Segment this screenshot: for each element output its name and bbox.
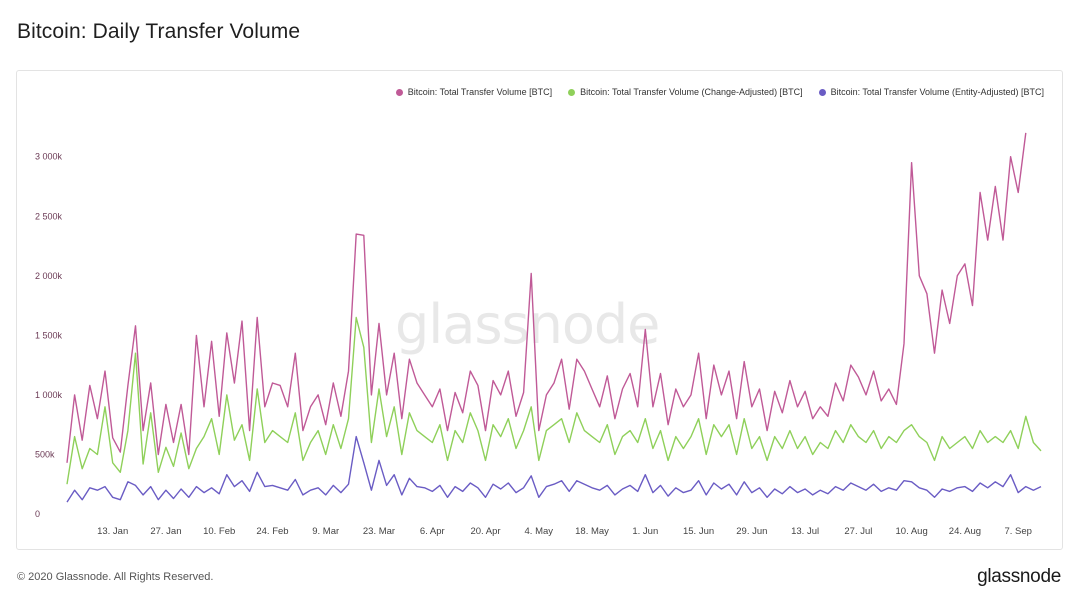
legend-dot-total <box>395 88 403 96</box>
y-tick-label: 0 <box>35 509 40 519</box>
x-tick-label: 18. May <box>575 526 609 537</box>
x-tick-label: 24. Aug <box>949 526 981 537</box>
x-tick-label: 20. Apr <box>470 526 500 537</box>
legend-item-total[interactable]: Bitcoin: Total Transfer Volume [BTC] <box>395 87 553 97</box>
legend-dot-change-adjusted <box>568 88 576 96</box>
copyright-text: © 2020 Glassnode. All Rights Reserved. <box>17 571 214 583</box>
series-layer <box>66 132 1042 503</box>
x-tick-label: 10. Feb <box>203 526 235 537</box>
legend-label-entity-adjusted: Bitcoin: Total Transfer Volume (Entity-A… <box>830 87 1044 97</box>
chart-card: Bitcoin: Total Transfer Volume [BTC] Bit… <box>16 70 1063 550</box>
y-tick-label: 2 000k <box>35 271 63 281</box>
chart-legend: Bitcoin: Total Transfer Volume [BTC] Bit… <box>395 87 1044 97</box>
y-tick-label: 3 000k <box>35 152 63 162</box>
x-tick-label: 24. Feb <box>256 526 288 537</box>
x-tick-label: 23. Mar <box>363 526 395 537</box>
x-tick-label: 13. Jan <box>97 526 128 537</box>
y-tick-label: 500k <box>35 449 55 459</box>
legend-item-entity-adjusted[interactable]: Bitcoin: Total Transfer Volume (Entity-A… <box>818 87 1044 97</box>
legend-dot-entity-adjusted <box>818 88 826 96</box>
x-tick-label: 4. May <box>525 526 554 537</box>
y-tick-label: 1 000k <box>35 390 63 400</box>
glassnode-logo[interactable]: glassnode <box>977 566 1061 587</box>
y-tick-label: 1 500k <box>35 330 63 340</box>
legend-item-change-adjusted[interactable]: Bitcoin: Total Transfer Volume (Change-A… <box>568 87 803 97</box>
x-tick-label: 27. Jul <box>844 526 872 537</box>
page-title: Bitcoin: Daily Transfer Volume <box>17 20 301 43</box>
x-tick-label: 7. Sep <box>1004 526 1031 537</box>
x-tick-label: 13. Jul <box>791 526 819 537</box>
x-tick-label: 9. Mar <box>312 526 339 537</box>
x-tick-label: 1. Jun <box>632 526 658 537</box>
series-line-change-adjusted[interactable] <box>66 316 1042 485</box>
x-tick-label: 15. Jun <box>683 526 714 537</box>
x-tick-label: 6. Apr <box>420 526 445 537</box>
y-axis: 0 500k 1 000k 1 500k 2 000k 2 500k 3 000k <box>35 152 63 519</box>
legend-label-total: Bitcoin: Total Transfer Volume [BTC] <box>407 87 553 97</box>
x-axis: 13. Jan 27. Jan 10. Feb 24. Feb 9. Mar 23. Ma… <box>97 526 1032 537</box>
y-tick-label: 2 500k <box>35 211 63 221</box>
legend-label-change-adjusted: Bitcoin: Total Transfer Volume (Change-A… <box>580 87 803 97</box>
x-tick-label: 10. Aug <box>896 526 928 537</box>
x-tick-label: 29. Jun <box>736 526 767 537</box>
series-line-total[interactable] <box>66 132 1027 463</box>
series-line-entity-adjusted[interactable] <box>66 435 1042 503</box>
x-tick-label: 27. Jan <box>150 526 181 537</box>
